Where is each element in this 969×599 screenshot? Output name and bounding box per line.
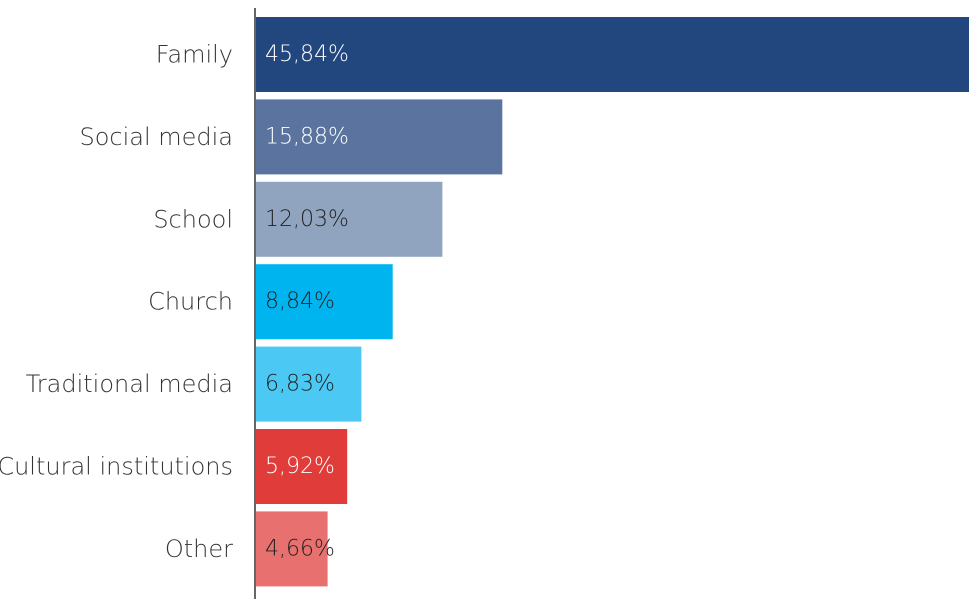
bar-other xyxy=(255,511,328,587)
value-label-church: 8,84% xyxy=(265,289,335,314)
bar-church xyxy=(255,264,393,340)
value-label-other: 4,66% xyxy=(265,536,335,561)
value-label-school: 12,03% xyxy=(265,207,349,232)
bar-family xyxy=(255,17,969,92)
bar-traditional-media xyxy=(255,346,362,422)
bars-group xyxy=(255,17,969,587)
category-label-traditional-media: Traditional media xyxy=(26,370,233,398)
bar-school xyxy=(255,181,443,257)
bar-social-media xyxy=(255,99,503,175)
category-label-church: Church xyxy=(148,288,233,316)
category-label-other: Other xyxy=(165,535,233,563)
bar-cultural-institutions xyxy=(255,429,348,504)
category-label-social-media: Social media xyxy=(79,123,233,151)
category-labels-group: Family Social media School Church Traditiona… xyxy=(0,41,233,563)
value-label-social-media: 15,88% xyxy=(265,124,349,149)
value-label-cultural-institutions: 5,92% xyxy=(265,454,335,479)
value-label-family: 45,84% xyxy=(265,42,349,67)
value-label-traditional-media: 6,83% xyxy=(265,372,335,397)
value-labels-group: 45,84% 15,88% 12,03% 8,84% 6,83% 5,92% 4,66% xyxy=(265,42,349,561)
category-label-cultural-institutions: Cultural institutions xyxy=(0,453,233,481)
category-label-family: Family xyxy=(156,41,233,69)
category-label-school: School xyxy=(153,205,233,233)
